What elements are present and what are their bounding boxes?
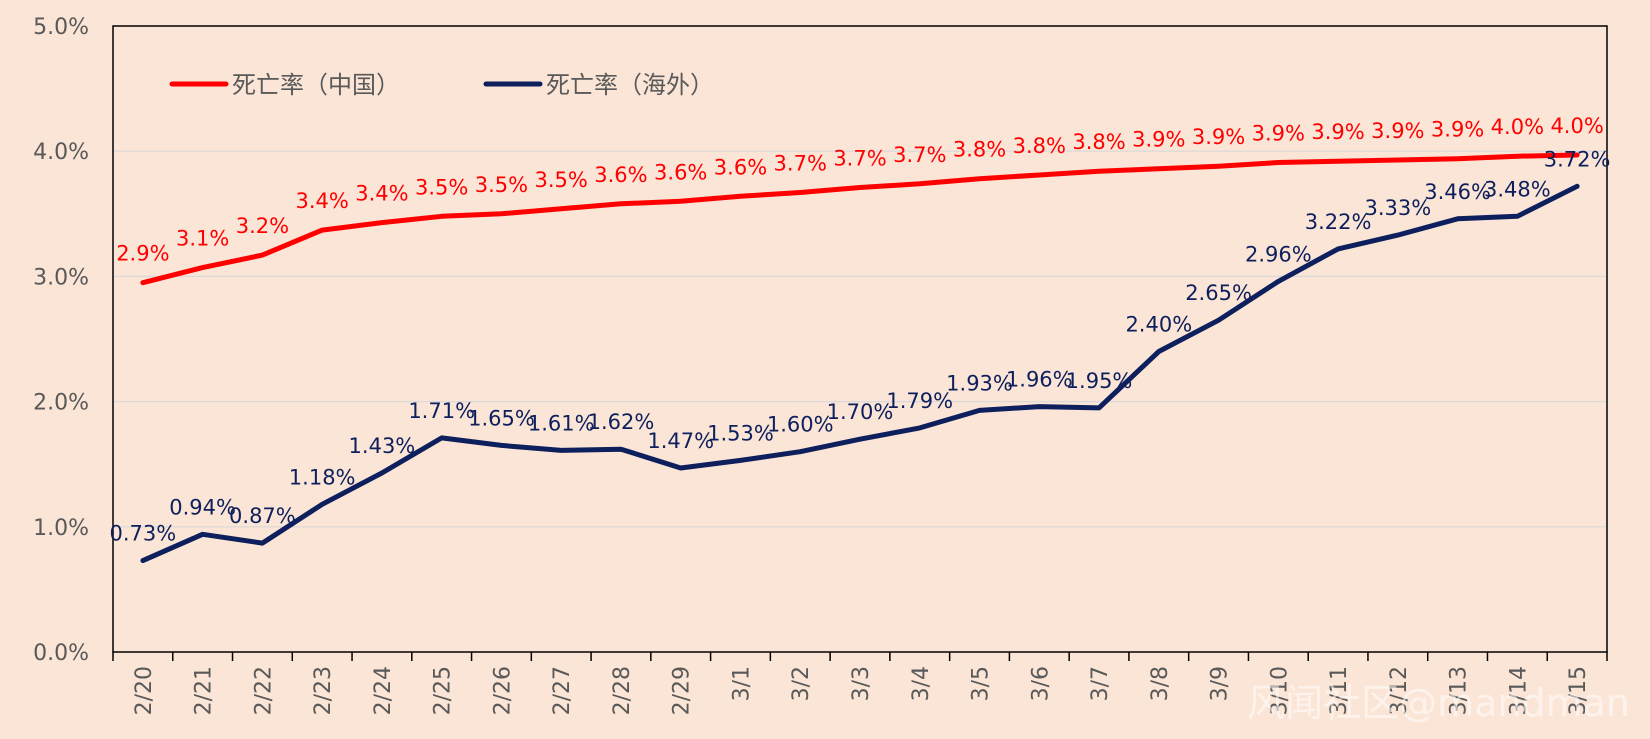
watermark: 风闻社区@mandman <box>1247 672 1630 727</box>
x-tick-label: 2/20 <box>132 666 157 715</box>
data-label-overseas: 3.72% <box>1544 147 1611 171</box>
data-label-overseas: 3.48% <box>1484 177 1551 201</box>
data-label-china: 3.5% <box>415 175 468 199</box>
x-tick-label: 2/27 <box>550 666 575 715</box>
data-label-china: 3.1% <box>176 227 229 251</box>
data-label-china: 3.5% <box>535 168 588 192</box>
data-label-overseas: 3.46% <box>1424 180 1491 204</box>
data-label-overseas: 1.93% <box>946 371 1013 395</box>
data-label-china: 3.7% <box>833 147 886 171</box>
data-label-overseas: 3.22% <box>1305 210 1372 234</box>
data-label-china: 3.4% <box>295 189 348 213</box>
x-tick-label: 2/29 <box>670 666 695 715</box>
x-tick-label: 2/23 <box>311 666 336 715</box>
data-label-overseas: 2.65% <box>1185 281 1252 305</box>
data-label-china: 3.8% <box>1013 134 1066 158</box>
x-tick-label: 2/26 <box>490 666 515 715</box>
data-label-china: 2.9% <box>116 242 169 266</box>
x-tick-label: 2/24 <box>371 666 396 715</box>
data-label-china: 3.8% <box>1072 130 1125 154</box>
data-label-overseas: 0.73% <box>110 522 177 546</box>
data-label-china: 3.5% <box>475 173 528 197</box>
data-label-china: 3.9% <box>1252 121 1305 145</box>
x-tick-label: 2/28 <box>610 666 635 715</box>
data-label-overseas: 1.79% <box>886 389 953 413</box>
data-label-overseas: 1.96% <box>1006 368 1073 392</box>
data-label-overseas: 1.60% <box>767 413 834 437</box>
data-label-overseas: 1.18% <box>289 465 356 489</box>
data-label-china: 3.6% <box>654 160 707 184</box>
x-tick-label: 2/25 <box>431 666 456 715</box>
data-label-overseas: 0.87% <box>229 504 296 528</box>
data-label-china: 3.9% <box>1311 120 1364 144</box>
y-tick-label: 1.0% <box>33 516 89 541</box>
data-label-china: 3.7% <box>774 152 827 176</box>
data-label-china: 3.9% <box>1132 128 1185 152</box>
data-label-china: 3.4% <box>355 182 408 206</box>
data-label-china: 3.7% <box>893 143 946 167</box>
data-label-china: 3.9% <box>1431 118 1484 142</box>
data-label-overseas: 1.70% <box>827 400 894 424</box>
data-label-overseas: 1.53% <box>707 421 774 445</box>
data-label-china: 3.6% <box>714 155 767 179</box>
x-tick-label: 3/8 <box>1148 666 1173 701</box>
y-tick-label: 4.0% <box>33 140 89 165</box>
data-label-overseas: 2.40% <box>1125 313 1192 337</box>
data-label-china: 4.0% <box>1491 115 1544 139</box>
x-tick-label: 3/9 <box>1208 666 1233 701</box>
x-tick-label: 2/22 <box>251 666 276 715</box>
data-label-overseas: 1.61% <box>528 411 595 435</box>
data-label-overseas: 2.96% <box>1245 242 1312 266</box>
x-tick-label: 3/7 <box>1088 666 1113 701</box>
x-tick-label: 3/1 <box>729 666 754 701</box>
data-label-overseas: 1.95% <box>1066 369 1133 393</box>
data-label-china: 3.8% <box>953 138 1006 162</box>
data-label-overseas: 1.62% <box>588 410 655 434</box>
data-label-overseas: 1.43% <box>349 434 416 458</box>
data-label-overseas: 0.94% <box>169 495 236 519</box>
series-line-overseas <box>143 186 1577 560</box>
x-tick-label: 3/5 <box>969 666 994 701</box>
y-tick-label: 3.0% <box>33 265 89 290</box>
x-tick-label: 3/2 <box>789 666 814 701</box>
x-tick-label: 2/21 <box>192 666 217 715</box>
x-tick-label: 3/3 <box>849 666 874 701</box>
data-label-china: 4.0% <box>1550 114 1603 138</box>
data-label-china: 3.9% <box>1371 119 1424 143</box>
legend-label: 死亡率（中国） <box>232 71 400 99</box>
data-label-china: 3.6% <box>594 163 647 187</box>
y-tick-label: 2.0% <box>33 391 89 416</box>
data-label-overseas: 1.47% <box>647 429 714 453</box>
x-tick-label: 3/4 <box>909 666 934 701</box>
data-label-china: 3.9% <box>1192 125 1245 149</box>
data-label-overseas: 1.71% <box>408 399 475 423</box>
y-tick-label: 0.0% <box>33 641 89 666</box>
y-tick-label: 5.0% <box>33 15 89 40</box>
data-label-overseas: 3.33% <box>1364 196 1431 220</box>
x-tick-label: 3/6 <box>1028 666 1053 701</box>
data-label-overseas: 1.65% <box>468 406 535 430</box>
data-label-china: 3.2% <box>236 214 289 238</box>
legend-label: 死亡率（海外） <box>546 71 714 99</box>
